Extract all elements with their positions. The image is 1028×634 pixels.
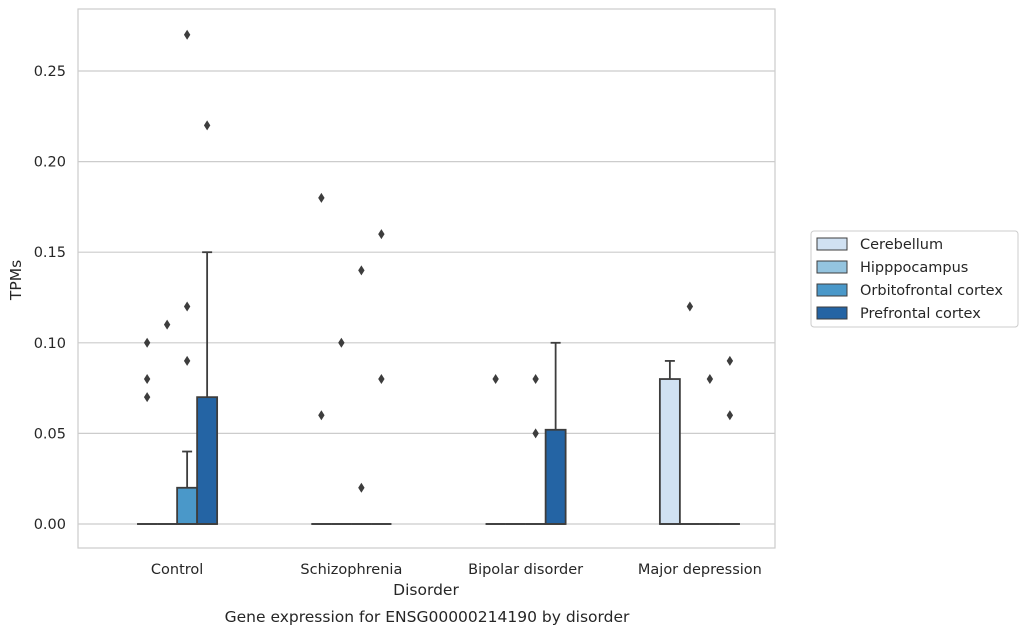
outlier-point <box>706 374 714 385</box>
y-tick-label: 0.00 <box>34 517 66 533</box>
x-tick-label: Major depression <box>638 562 762 578</box>
outlier-point <box>183 301 191 312</box>
legend-swatch <box>816 283 848 297</box>
outlier-point <box>358 482 365 493</box>
legend-swatch <box>816 306 848 320</box>
y-tick-label: 0.15 <box>34 245 66 261</box>
outlier-point <box>143 374 151 385</box>
y-tick-labels: 0.00 0.05 0.10 0.15 0.20 0.25 <box>34 64 66 533</box>
box <box>176 486 199 525</box>
box <box>658 378 681 525</box>
legend-label: Hipppocampus <box>860 260 968 276</box>
outlier-point <box>492 374 499 385</box>
y-tick-label: 0.10 <box>34 336 66 352</box>
x-tick-labels: Control Schizophrenia Bipolar disorder Majo… <box>151 562 762 578</box>
outlier-point <box>143 392 151 403</box>
outlier-point <box>378 229 385 240</box>
box <box>544 428 567 525</box>
plot-area <box>77 8 776 549</box>
y-tick-label: 0.20 <box>34 155 66 171</box>
outlier-point <box>183 29 191 40</box>
box <box>196 396 219 525</box>
legend-label: Prefrontal cortex <box>860 306 981 322</box>
y-tick-label: 0.05 <box>34 426 66 442</box>
outlier-point <box>163 319 171 330</box>
outlier-point <box>686 301 694 312</box>
figure-caption: Gene expression for ENSG00000214190 by d… <box>225 608 630 626</box>
boxes <box>137 251 740 525</box>
outlier-point <box>143 337 151 348</box>
legend-label: Orbitofrontal cortex <box>860 283 1003 299</box>
legend-swatch <box>816 237 848 251</box>
x-tick-label: Bipolar disorder <box>468 562 583 578</box>
x-tick-label: Control <box>151 562 203 578</box>
outlier-point <box>532 374 539 385</box>
outlier-point <box>378 374 385 385</box>
outlier-point <box>203 120 211 131</box>
outlier-point <box>358 265 365 276</box>
outlier-point <box>318 410 325 421</box>
legend-frame <box>810 230 1019 328</box>
outlier-point <box>726 410 734 421</box>
outlier-point <box>532 428 539 439</box>
outlier-point <box>726 355 734 366</box>
outlier-point <box>338 337 345 348</box>
outliers <box>143 29 734 493</box>
legend-swatch <box>816 260 848 274</box>
y-axis-title: TPMs <box>7 260 25 301</box>
legend-label: Cerebellum <box>860 237 943 253</box>
x-axis-title: Disorder <box>393 581 459 599</box>
outlier-point <box>183 355 191 366</box>
outlier-point <box>318 192 325 203</box>
legend: Cerebellum Hipppocampus Orbitofrontal cort… <box>810 230 1019 328</box>
x-tick-label: Schizophrenia <box>300 562 402 578</box>
y-tick-label: 0.25 <box>34 64 66 80</box>
